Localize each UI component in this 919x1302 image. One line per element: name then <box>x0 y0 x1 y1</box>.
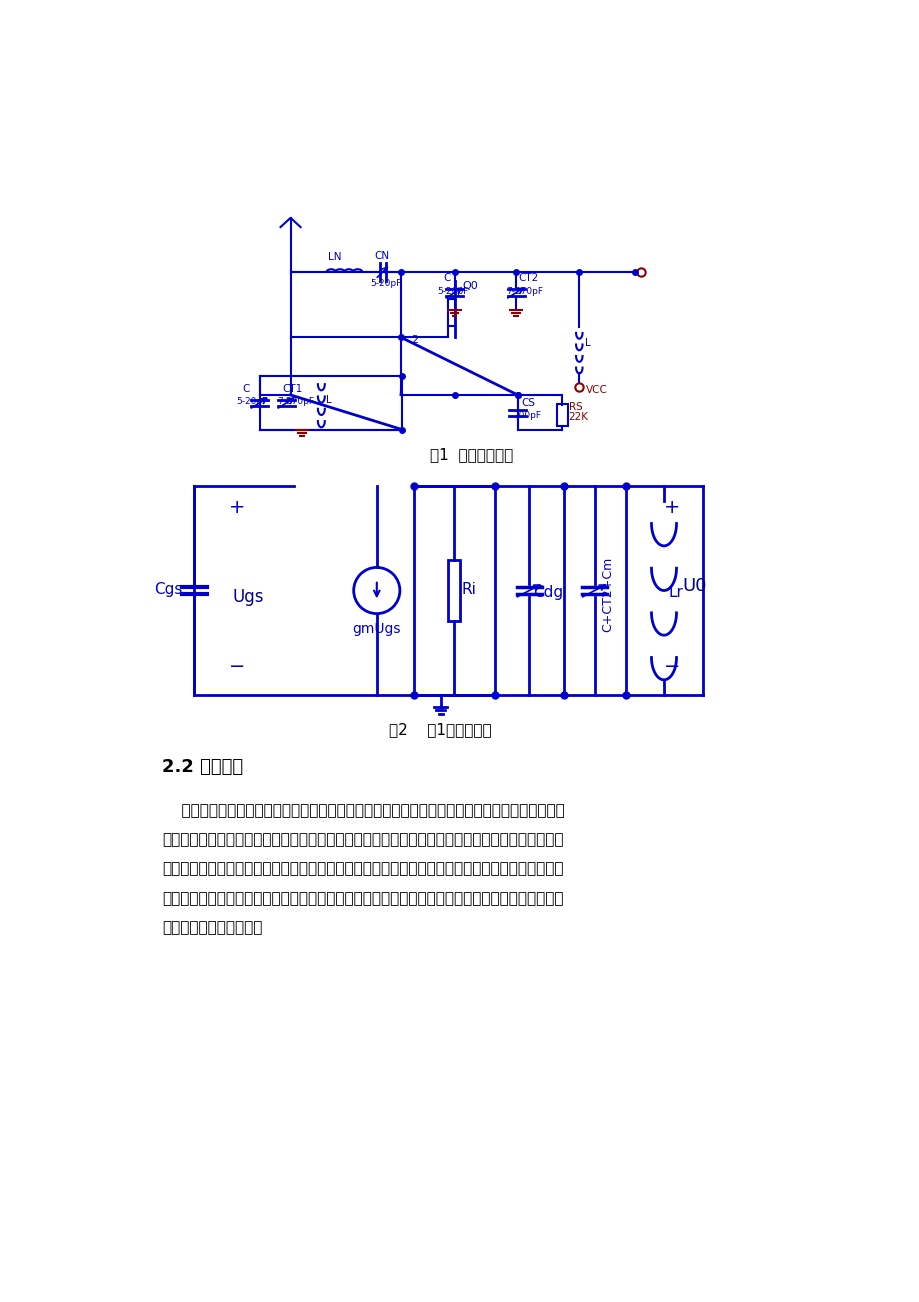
Text: −: − <box>663 658 679 676</box>
Text: RS: RS <box>568 402 582 413</box>
Text: 200pF: 200pF <box>514 411 541 421</box>
Text: C+CT2+Cm: C+CT2+Cm <box>600 557 613 631</box>
Text: CT1: CT1 <box>282 384 302 395</box>
Text: 7-270pF: 7-270pF <box>505 286 542 296</box>
Text: gmUgs: gmUgs <box>352 622 401 635</box>
Text: 2: 2 <box>411 335 418 345</box>
Text: 5-20pF: 5-20pF <box>369 279 401 288</box>
Text: Lr: Lr <box>668 585 683 600</box>
Text: −: − <box>228 658 244 676</box>
Text: 本振电路的输出频率必须很稳定，所以采用了改进型电容三点式。如果本振电路的输出不稳定，将引: 本振电路的输出频率必须很稳定，所以采用了改进型电容三点式。如果本振电路的输出不稳… <box>162 832 562 848</box>
Text: 图2    图1的等效电路: 图2 图1的等效电路 <box>389 723 492 737</box>
Text: Ugs: Ugs <box>233 589 264 605</box>
Text: 5-20pF: 5-20pF <box>437 286 468 296</box>
Text: U0: U0 <box>682 577 707 595</box>
Text: C: C <box>443 272 450 283</box>
Text: CN: CN <box>374 251 389 260</box>
Text: 改进型电路图如下所示：: 改进型电路图如下所示： <box>162 921 262 935</box>
Text: 7-270pF: 7-270pF <box>278 397 314 406</box>
Text: +: + <box>663 497 679 517</box>
Text: L: L <box>584 339 591 349</box>
Text: 图1  高频放大电路: 图1 高频放大电路 <box>429 448 513 462</box>
Text: 22K: 22K <box>568 411 588 422</box>
Text: Ri: Ri <box>461 582 476 598</box>
Text: Q0: Q0 <box>461 281 478 290</box>
Bar <box>556 404 567 426</box>
Text: 因为本振电路的输出频率要与高频放大电路的输出信号进行混频，得到一个中频信号。所以要求: 因为本振电路的输出频率要与高频放大电路的输出信号进行混频，得到一个中频信号。所以… <box>162 803 564 818</box>
Text: 5-20pF: 5-20pF <box>236 397 267 406</box>
Text: CT2: CT2 <box>518 272 539 283</box>
Text: 2.2 本振电路: 2.2 本振电路 <box>162 758 243 776</box>
Text: 馈电路的特性有关，当温度及其它管子与反馈电路的特性改变时，振幅也就会改变。本次设计的电容: 馈电路的特性有关，当温度及其它管子与反馈电路的特性改变时，振幅也就会改变。本次设… <box>162 891 562 906</box>
Text: L: L <box>325 395 332 405</box>
Bar <box>448 560 460 621</box>
Text: Cdg: Cdg <box>532 585 562 600</box>
Text: VCC: VCC <box>584 384 607 395</box>
Text: Cgs: Cgs <box>153 582 182 598</box>
Text: CS: CS <box>521 398 535 409</box>
Text: C: C <box>243 384 250 395</box>
Text: LN: LN <box>327 251 341 262</box>
Text: +: + <box>228 497 244 517</box>
Text: 起变频器输出信号的大小改变，振荡频率的漂移将使中频改变。振荡器的振幅与振荡管的特性以及反: 起变频器输出信号的大小改变，振荡频率的漂移将使中频改变。振荡器的振幅与振荡管的特… <box>162 862 562 876</box>
